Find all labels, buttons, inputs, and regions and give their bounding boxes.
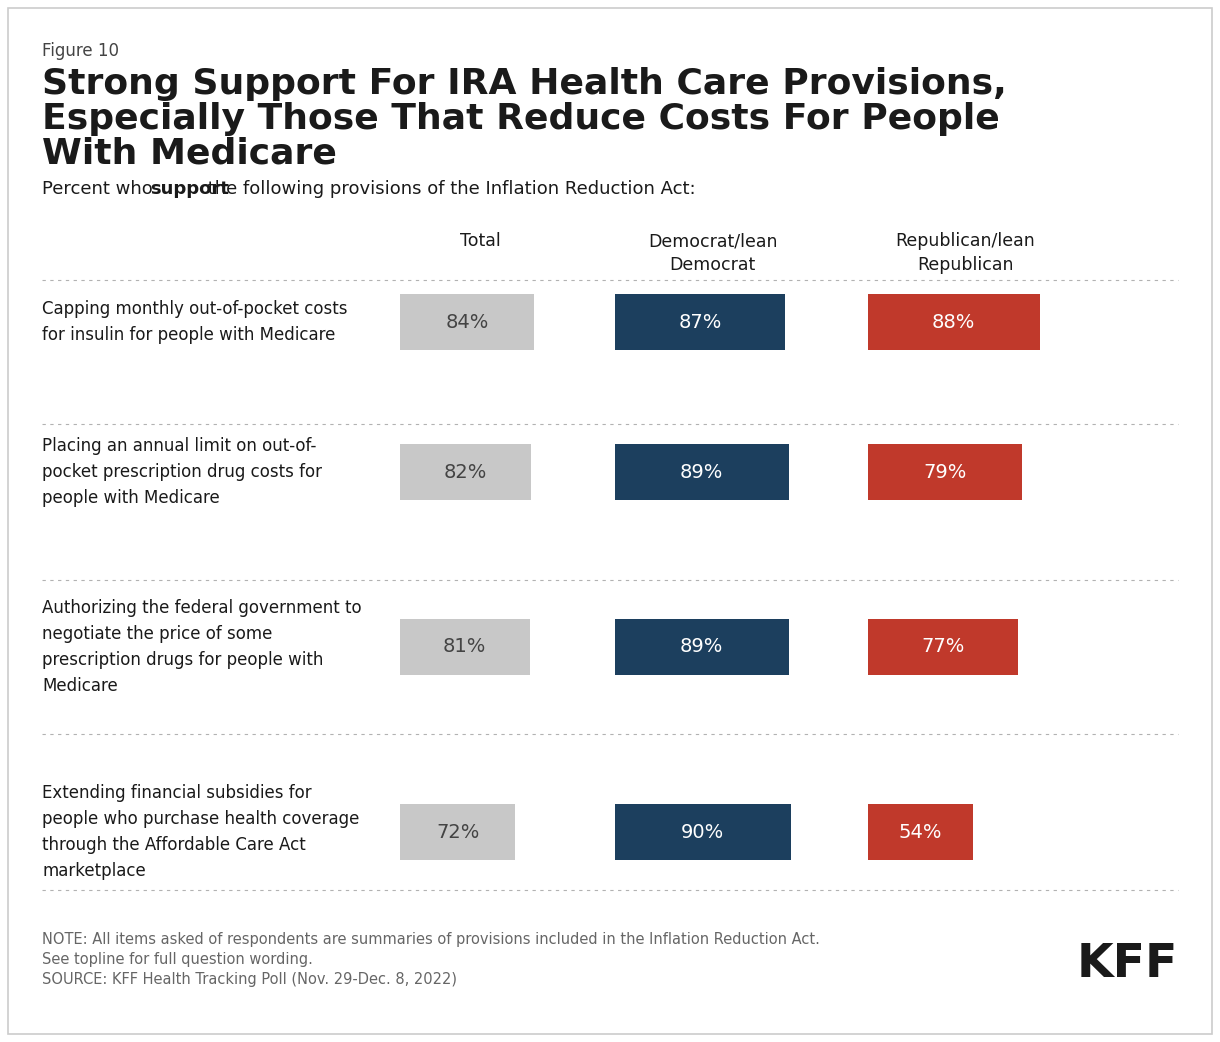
FancyBboxPatch shape — [400, 444, 531, 500]
Text: Extending financial subsidies for
people who purchase health coverage
through th: Extending financial subsidies for people… — [41, 785, 360, 879]
FancyBboxPatch shape — [400, 294, 534, 350]
Text: SOURCE: KFF Health Tracking Poll (Nov. 29-Dec. 8, 2022): SOURCE: KFF Health Tracking Poll (Nov. 2… — [41, 972, 458, 987]
Text: 81%: 81% — [443, 638, 487, 656]
Text: 87%: 87% — [678, 313, 721, 331]
Text: 82%: 82% — [444, 463, 487, 481]
Text: 90%: 90% — [681, 822, 725, 842]
FancyBboxPatch shape — [615, 619, 788, 675]
Text: Percent who: Percent who — [41, 180, 159, 198]
FancyBboxPatch shape — [615, 804, 791, 860]
Text: Democrat/lean
Democrat: Democrat/lean Democrat — [648, 232, 777, 274]
Text: support: support — [150, 180, 229, 198]
Text: 89%: 89% — [680, 463, 723, 481]
FancyBboxPatch shape — [867, 444, 1022, 500]
Text: 72%: 72% — [436, 822, 479, 842]
Text: NOTE: All items asked of respondents are summaries of provisions included in the: NOTE: All items asked of respondents are… — [41, 932, 820, 947]
Text: Authorizing the federal government to
negotiate the price of some
prescription d: Authorizing the federal government to ne… — [41, 599, 361, 695]
Text: 84%: 84% — [445, 313, 489, 331]
Text: Figure 10: Figure 10 — [41, 42, 120, 60]
Text: 88%: 88% — [932, 313, 976, 331]
Text: With Medicare: With Medicare — [41, 137, 337, 171]
Text: Placing an annual limit on out-of-
pocket prescription drug costs for
people wit: Placing an annual limit on out-of- pocke… — [41, 438, 322, 506]
FancyBboxPatch shape — [867, 619, 1019, 675]
Text: Republican/lean
Republican: Republican/lean Republican — [895, 232, 1036, 274]
Text: Total: Total — [460, 232, 500, 250]
FancyBboxPatch shape — [615, 444, 788, 500]
Text: 77%: 77% — [921, 638, 965, 656]
FancyBboxPatch shape — [615, 294, 784, 350]
Text: Strong Support For IRA Health Care Provisions,: Strong Support For IRA Health Care Provi… — [41, 67, 1006, 101]
FancyBboxPatch shape — [400, 619, 529, 675]
Text: the following provisions of the Inflation Reduction Act:: the following provisions of the Inflatio… — [203, 180, 695, 198]
FancyBboxPatch shape — [867, 294, 1039, 350]
Text: KFF: KFF — [1076, 942, 1179, 987]
Text: Capping monthly out-of-pocket costs
for insulin for people with Medicare: Capping monthly out-of-pocket costs for … — [41, 300, 348, 344]
Text: 89%: 89% — [680, 638, 723, 656]
Text: 79%: 79% — [924, 463, 966, 481]
Text: See topline for full question wording.: See topline for full question wording. — [41, 952, 312, 967]
Text: 54%: 54% — [899, 822, 942, 842]
Text: Especially Those That Reduce Costs For People: Especially Those That Reduce Costs For P… — [41, 102, 999, 137]
FancyBboxPatch shape — [400, 804, 515, 860]
FancyBboxPatch shape — [867, 804, 974, 860]
